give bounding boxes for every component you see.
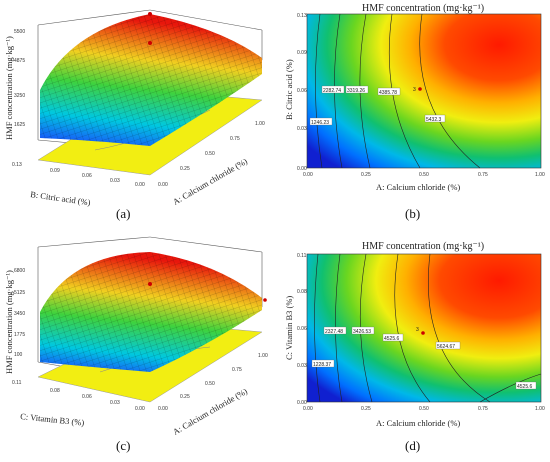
panel-a-xtick-4: 1.00 xyxy=(255,121,265,127)
panel-b-contour: HMF concentration (mg·kg⁻¹) 1246.23 2282… xyxy=(284,3,545,192)
panel-a-ytick-1: 0.03 xyxy=(110,178,120,184)
panel-a-xtick-1: 0.25 xyxy=(180,166,190,172)
panel-b-letter: (b) xyxy=(405,206,421,221)
panel-a-ytick-3: 0.09 xyxy=(50,168,60,174)
panel-d-point xyxy=(421,331,425,335)
panel-c-ztick-1: 5125 xyxy=(14,290,25,296)
panel-b-xlabel: A: Calcium chloride (%) xyxy=(376,182,460,192)
panel-b-title: HMF concentration (mg·kg⁻¹) xyxy=(362,3,484,14)
panel-a-ytick-0: 0.00 xyxy=(135,182,145,188)
panel-c-ylabel: C: Vitamin B3 (%) xyxy=(20,411,85,428)
panel-c-ytick-2: 0.06 xyxy=(82,394,92,400)
panel-b-ytick-4: 0.13 xyxy=(297,13,307,19)
panel-a-ztick-1: 4875 xyxy=(14,58,25,64)
panel-c-xtick-2: 0.50 xyxy=(205,381,215,387)
panel-b-xtick-4: 1.00 xyxy=(535,172,545,178)
panel-a-ytick-2: 0.06 xyxy=(82,173,92,179)
panel-a-surface: 5500 4875 3250 1625 HMF concentration (m… xyxy=(4,9,265,207)
panel-b-xtick-2: 0.50 xyxy=(419,172,429,178)
panel-d-ytick-1: 0.03 xyxy=(297,363,307,369)
panel-b-contour-label-2: 3319.26 xyxy=(347,88,365,94)
panel-d-title: HMF concentration (mg·kg⁻¹) xyxy=(362,241,484,252)
panel-c-xtick-3: 0.75 xyxy=(232,367,242,373)
panel-a-zlabel: HMF concentration (mg·kg⁻¹) xyxy=(4,36,14,140)
panel-d-contour-label-1: 2327.48 xyxy=(325,329,343,335)
panel-b-contour-label-1: 2282.74 xyxy=(323,88,341,94)
panel-b-ytick-0: 0.00 xyxy=(297,166,307,172)
panel-a-z-ticks: 5500 4875 3250 1625 xyxy=(14,29,25,128)
panel-a-point xyxy=(148,41,152,45)
panel-a-ztick-3: 1625 xyxy=(14,122,25,128)
panel-a-xtick-3: 0.75 xyxy=(230,136,240,142)
panel-c-ztick-2: 3450 xyxy=(14,311,25,317)
panel-a-xtick-0: 0.00 xyxy=(158,182,168,188)
panel-c-ytick-4: 0.11 xyxy=(12,380,22,386)
panel-c-ztick-4: 100 xyxy=(14,352,23,358)
panel-d-contour-label-2: 3426.53 xyxy=(353,329,371,335)
panel-b-ylabel: B: Citric acid (%) xyxy=(284,59,294,120)
panel-d-point-label: 3 xyxy=(416,327,419,333)
panel-b-xtick-0: 0.00 xyxy=(303,172,313,178)
panel-b-xtick-3: 0.75 xyxy=(478,172,488,178)
panel-c-xtick-0: 0.00 xyxy=(158,406,168,412)
panel-d-contour-label-3: 4525.6 xyxy=(384,336,400,342)
panel-d-ytick-2: 0.06 xyxy=(297,326,307,332)
panel-b-xtick-1: 0.25 xyxy=(361,172,371,178)
panel-c-ztick-3: 1775 xyxy=(14,332,25,338)
panel-c-ytick-0: 0.00 xyxy=(135,406,145,412)
panel-c-zlabel: HMF concentration (mg·kg⁻¹) xyxy=(4,270,14,374)
panel-a-ztick-2: 3250 xyxy=(14,93,25,99)
panel-c-letter: (c) xyxy=(116,438,131,453)
panel-d-xtick-1: 0.25 xyxy=(361,406,371,412)
panel-d-xlabel: A: Calcium chloride (%) xyxy=(376,418,460,428)
panel-a-ylabel: B: Citric acid (%) xyxy=(30,189,92,207)
panel-b-ytick-1: 0.03 xyxy=(297,126,307,132)
panel-b-contour-label-4: 5432.3 xyxy=(426,117,442,123)
panel-a-xlabel: A: Calcium chloride (%) xyxy=(171,156,249,207)
panel-d-contour: HMF concentration (mg·kg⁻¹) 1228.37 2327… xyxy=(284,241,545,428)
panel-d-contour-label-5: 4525.6 xyxy=(517,384,533,390)
panel-d-ytick-0: 0.00 xyxy=(297,400,307,406)
panel-c-surface: 6800 5125 3450 1775 100 HMF concentratio… xyxy=(4,236,268,437)
panel-b-ytick-3: 0.09 xyxy=(297,50,307,56)
panel-d-ylabel: C: Vitamin B3 (%) xyxy=(284,296,294,360)
panel-a-xtick-2: 0.50 xyxy=(205,151,215,157)
panel-d-contour-label-4: 5624.67 xyxy=(437,344,455,350)
panel-c-ytick-1: 0.03 xyxy=(110,400,120,406)
panel-d-ytick-4: 0.11 xyxy=(297,253,307,259)
panel-d-xtick-2: 0.50 xyxy=(419,406,429,412)
panel-c-ztick-0: 6800 xyxy=(14,268,25,274)
panel-d-xtick-4: 1.00 xyxy=(535,406,545,412)
panel-b-point xyxy=(418,87,422,91)
panel-c-xtick-1: 0.25 xyxy=(180,394,190,400)
panel-d-ytick-3: 0.08 xyxy=(297,289,307,295)
panel-b-ytick-2: 0.06 xyxy=(297,88,307,94)
panel-b-point-label: 3 xyxy=(413,87,416,93)
panel-a-ztick-0: 5500 xyxy=(14,29,25,35)
panel-b-contour-label-3: 4385.78 xyxy=(379,90,397,96)
panel-c-xtick-4: 1.00 xyxy=(258,353,268,359)
panel-d-xtick-3: 0.75 xyxy=(478,406,488,412)
panel-d-letter: (d) xyxy=(405,438,421,453)
panel-a-letter: (a) xyxy=(116,206,131,221)
panel-d-contour-label-0: 1228.37 xyxy=(313,362,331,368)
panel-a-ytick-4: 0.13 xyxy=(12,162,22,168)
panel-b-contour-label-0: 1246.23 xyxy=(311,120,329,126)
panel-c-point xyxy=(148,282,152,286)
panel-c-ytick-3: 0.08 xyxy=(50,388,60,394)
panel-d-xtick-0: 0.00 xyxy=(303,406,313,412)
